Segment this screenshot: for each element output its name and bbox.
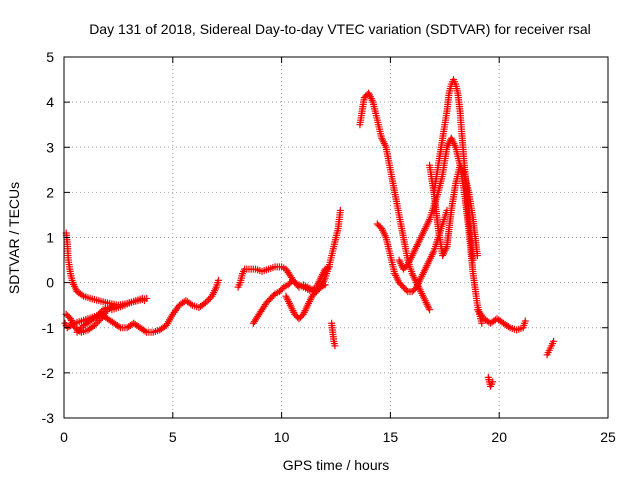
series-pass-i	[356, 89, 434, 314]
axis-ticks: 0 5 10 15 20 25 -3 -2 -1 0 1 2 3 4 5	[42, 49, 616, 445]
data-point	[93, 312, 101, 320]
x-tick-label: 25	[600, 429, 616, 445]
data-point	[92, 320, 100, 328]
data-point	[76, 325, 84, 333]
y-tick-label: 4	[46, 94, 54, 110]
data-point	[201, 299, 209, 307]
data-point	[331, 342, 339, 350]
series-pass-h	[328, 319, 339, 350]
data-point	[504, 323, 512, 331]
data-point	[75, 327, 83, 335]
chart-title: Day 131 of 2018, Sidereal Day-to-day VTE…	[89, 21, 591, 37]
data-point	[287, 278, 295, 286]
data-point	[94, 311, 102, 319]
y-tick-label: 1	[46, 230, 54, 246]
x-tick-label: 20	[491, 429, 507, 445]
y-tick-label: 0	[46, 275, 54, 291]
data-point	[278, 285, 286, 293]
data-point	[214, 276, 222, 284]
series-pass-a	[62, 229, 151, 309]
y-axis-label: SDTVAR / TECUs	[6, 182, 22, 294]
data-point	[402, 286, 410, 294]
data-point	[90, 321, 98, 329]
data-points	[61, 76, 558, 390]
data-point	[478, 319, 486, 327]
data-point	[205, 296, 213, 304]
data-point	[469, 256, 477, 264]
x-tick-label: 10	[274, 429, 290, 445]
data-point	[426, 306, 434, 314]
series-pass-d	[73, 294, 149, 336]
x-axis-label: GPS time / hours	[283, 457, 390, 473]
data-point	[315, 285, 323, 293]
series-pass-n	[473, 306, 529, 334]
series-pass-o	[484, 373, 497, 390]
data-point	[115, 323, 123, 331]
y-tick-label: 2	[46, 184, 54, 200]
y-tick-label: 3	[46, 139, 54, 155]
data-point	[270, 291, 278, 299]
x-tick-label: 0	[60, 429, 68, 445]
data-point	[73, 328, 81, 336]
y-tick-label: -1	[42, 320, 55, 336]
data-point	[95, 316, 103, 324]
y-tick-label: 5	[46, 49, 54, 65]
x-tick-label: 5	[169, 429, 177, 445]
data-point	[321, 281, 329, 289]
data-point	[521, 317, 529, 325]
series-pass-g	[282, 281, 329, 323]
y-tick-label: -3	[42, 410, 55, 426]
data-point	[203, 297, 211, 305]
data-point	[65, 323, 73, 331]
data-point	[187, 300, 195, 308]
data-point	[98, 307, 106, 315]
y-tick-label: -2	[42, 365, 55, 381]
data-point	[550, 337, 558, 345]
data-point	[489, 378, 497, 386]
data-point	[336, 206, 344, 214]
data-point	[141, 327, 149, 335]
series-pass-k	[395, 134, 486, 327]
data-point	[141, 297, 149, 305]
series-pass-m	[426, 161, 481, 260]
data-point	[78, 291, 86, 299]
data-point	[94, 318, 102, 326]
data-point	[473, 252, 481, 260]
data-point	[96, 309, 104, 317]
series-pass-p	[543, 337, 558, 359]
x-tick-label: 15	[383, 429, 399, 445]
series-pass-f	[249, 206, 344, 327]
